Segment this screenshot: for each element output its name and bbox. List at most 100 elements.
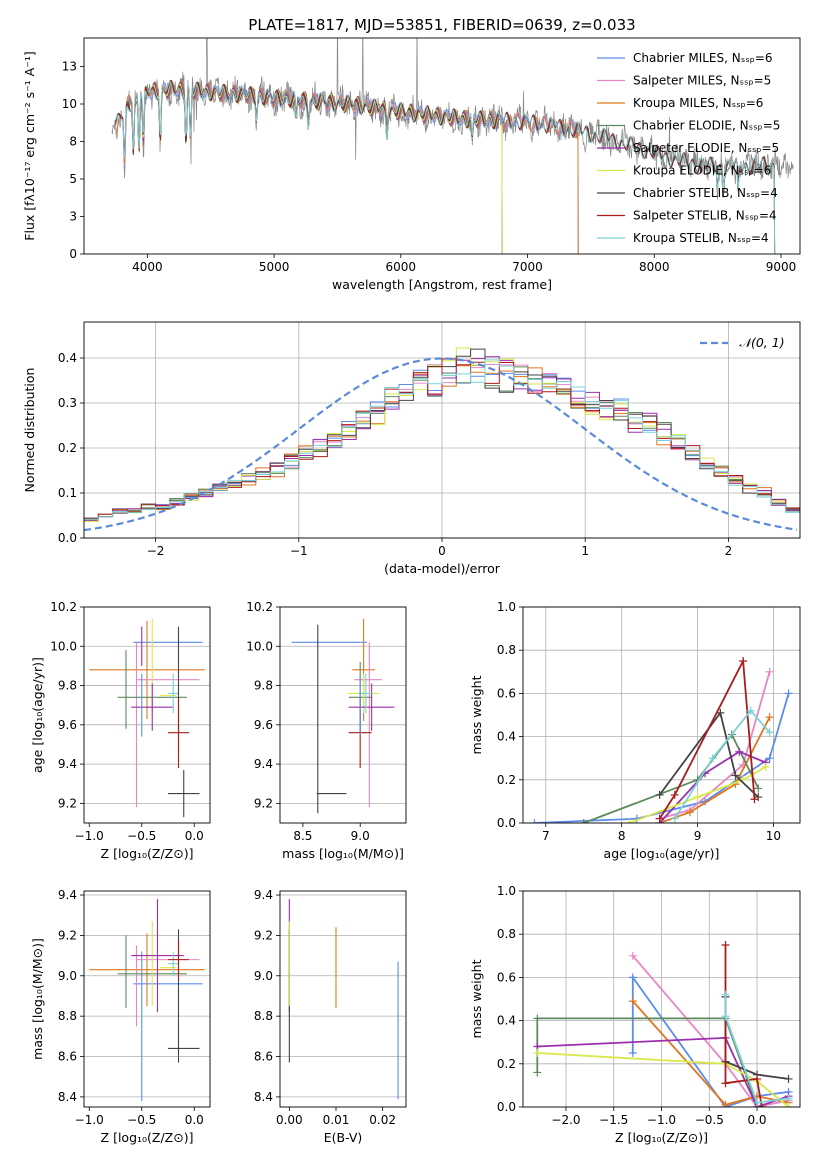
y-tick-label: 0.1 [58, 486, 77, 500]
x-axis-label: Z [log₁₀(Z/Z⊙)] [615, 1130, 708, 1145]
y-tick-label: 9.2 [58, 796, 77, 810]
x-tick-label: −2 [147, 544, 165, 558]
y-axis-label: age [log₁₀(age/yr)] [30, 657, 45, 773]
x-tick-label: 0 [438, 544, 446, 558]
weight-marker [765, 667, 774, 676]
weight-marker [721, 941, 730, 949]
y-tick-label: 9.2 [58, 928, 77, 942]
y-tick-label: 0.2 [497, 1057, 516, 1071]
x-tick-label: 7000 [512, 260, 543, 274]
weight-marker [685, 808, 694, 817]
weight-marker [579, 819, 588, 823]
spectrum-legend: Chabrier MILES, Nₛₛₚ=6 Salpeter MILES, Nₛ… [597, 51, 780, 245]
x-tick-label: −1.0 [647, 1113, 676, 1127]
x-axis-label: wavelength [Angstrom, rest frame] [332, 277, 552, 292]
y-tick-label: 3 [69, 210, 77, 224]
x-tick-label: −0.5 [127, 829, 156, 843]
y-tick-label: 10 [62, 97, 77, 111]
plot-area-age_vs_Z [89, 618, 205, 818]
y-tick-label: 9.8 [58, 679, 77, 693]
y-tick-label: 9.4 [58, 757, 77, 771]
weight-marker [670, 790, 679, 799]
x-axis-label: Z [log₁₀(Z/Z⊙)] [101, 846, 194, 861]
weight-line-chabrier_stelib [658, 710, 759, 798]
x-tick-label: 6000 [386, 260, 417, 274]
x-tick-label: 7 [542, 829, 550, 843]
weight-marker [784, 1103, 793, 1107]
legend-label: Kroupa ELODIE, Nₛₛₚ=6 [633, 164, 771, 178]
weight-marker [761, 762, 770, 771]
y-tick-label: 5 [69, 172, 77, 186]
weight-line-kroupa_elodie [628, 766, 767, 823]
x-tick-label: 0.0 [185, 829, 204, 843]
x-tick-label: 4000 [132, 260, 163, 274]
x-tick-label: 0.0 [747, 1113, 766, 1127]
y-tick-label: 0.6 [497, 970, 516, 984]
x-tick-label: −1.0 [75, 829, 104, 843]
weight-marker [721, 990, 730, 999]
axes-frame [83, 890, 211, 1108]
weight-marker [655, 814, 664, 823]
weight-marker [628, 997, 637, 1006]
x-tick-label: 0.00 [276, 1113, 303, 1127]
plot-area-weight_vs_Z [533, 941, 793, 1107]
plot-area-residuals [84, 347, 800, 532]
weight-marker [693, 793, 702, 802]
axes-frame [83, 321, 801, 539]
legend-label: Kroupa MILES, Nₛₛₚ=6 [633, 96, 763, 110]
weight-marker [753, 1098, 762, 1107]
y-tick-label: 9.2 [254, 796, 273, 810]
x-axis-label: (data-model)/error [384, 561, 501, 576]
y-tick-label: 0.6 [497, 686, 516, 700]
y-tick-label: 8.6 [254, 1050, 273, 1064]
axes-residuals: −2 −1 0 1 2 0.0 0.1 0.2 0.3 0.4 (data-model)/error… [22, 321, 801, 576]
legend-label: Kroupa STELIB, Nₛₛₚ=4 [633, 231, 769, 245]
weight-marker [784, 689, 793, 698]
legend-label: Salpeter MILES, Nₛₛₚ=5 [633, 74, 771, 88]
gaussian-curve [84, 357, 798, 532]
weight-marker [628, 951, 637, 960]
plot-area-mass_vs_ebv [288, 899, 399, 1099]
x-axis-label: mass [log₁₀(M/M⊙)] [282, 846, 404, 861]
weight-marker [533, 1049, 542, 1057]
weight-marker [625, 819, 634, 823]
weight-marker [721, 1079, 730, 1088]
weight-marker [530, 819, 539, 823]
y-tick-label: 0.8 [497, 927, 516, 941]
weight-line-kroupa_stelib [674, 709, 771, 820]
weight-line-salpeter_miles [632, 955, 789, 1107]
weight-marker [721, 1100, 730, 1107]
axes-weight_vs_Z: −2.0 −1.5 −1.0 −0.5 0.0 0.0 0.2 0.4 0.6 0.8 1.0 Z [… [469, 884, 801, 1145]
y-tick-label: 9.4 [58, 888, 77, 902]
weight-marker [735, 747, 744, 756]
y-tick-label: 9.0 [58, 969, 77, 983]
y-tick-label: 8.8 [254, 1009, 273, 1023]
axes-frame [279, 606, 407, 824]
weight-marker [670, 814, 679, 823]
y-tick-label: 0.4 [497, 730, 516, 744]
x-tick-label: 8.5 [293, 829, 312, 843]
weight-marker [753, 1074, 762, 1083]
y-tick-label: 8.4 [58, 1090, 77, 1104]
x-tick-label: 2 [725, 544, 733, 558]
y-tick-label: 9.0 [254, 969, 273, 983]
x-axis-label: age [log₁₀(age/yr)] [604, 846, 720, 861]
y-axis-label: mass [log₁₀(M/M⊙)] [30, 938, 45, 1060]
x-tick-label: 0.01 [323, 1113, 350, 1127]
plot-area-spectrum [111, 38, 794, 254]
model-spectrum-chabrier_stelib [115, 79, 776, 254]
weight-marker [739, 657, 748, 665]
axes-frame [522, 606, 801, 824]
y-axis-label: mass weight [469, 675, 484, 754]
weight-marker [765, 713, 774, 722]
y-tick-label: 9.4 [254, 888, 273, 902]
chart-title: PLATE=1817, MJD=53851, FIBERID=0639, z=0… [248, 16, 635, 34]
histogram-kroupa_stelib [84, 359, 800, 520]
x-tick-label: −1.5 [599, 1113, 628, 1127]
y-tick-label: 1.0 [497, 884, 516, 898]
weight-marker [784, 1094, 793, 1103]
axes-frame [83, 606, 211, 824]
y-tick-label: 10.0 [50, 639, 77, 653]
axes-age_vs_mass: 8.5 9.0 9.2 9.4 9.6 9.8 10.0 10.2 mass [log₁₀(M/… [246, 600, 407, 861]
x-tick-label: 9000 [766, 260, 797, 274]
